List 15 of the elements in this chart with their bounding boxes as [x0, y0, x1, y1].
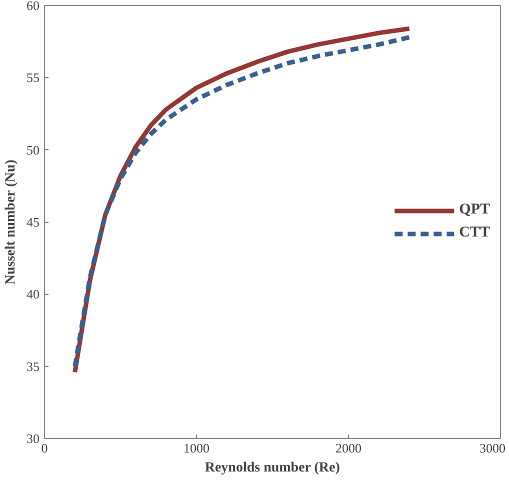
y-tick-label: 30 [26, 431, 40, 446]
y-tick-label: 35 [26, 358, 40, 374]
y-tick-label: 45 [26, 214, 40, 230]
x-axis-title: Reynolds number (Re) [204, 460, 340, 476]
x-tick-label: 0 [41, 440, 48, 456]
legend-label: CTT [459, 224, 490, 242]
y-tick-label: 55 [26, 70, 40, 86]
y-axis-title: Nusselt number (Nu) [4, 159, 18, 285]
x-tick-label: 2000 [336, 440, 362, 456]
x-tick-label: 3000 [480, 440, 506, 456]
y-tick-label: 50 [26, 142, 40, 158]
y-tick-label: 60 [26, 0, 40, 13]
x-tick-label: 1000 [184, 440, 210, 456]
legend-label: QPT [459, 202, 490, 218]
y-tick-label: 40 [26, 286, 40, 302]
